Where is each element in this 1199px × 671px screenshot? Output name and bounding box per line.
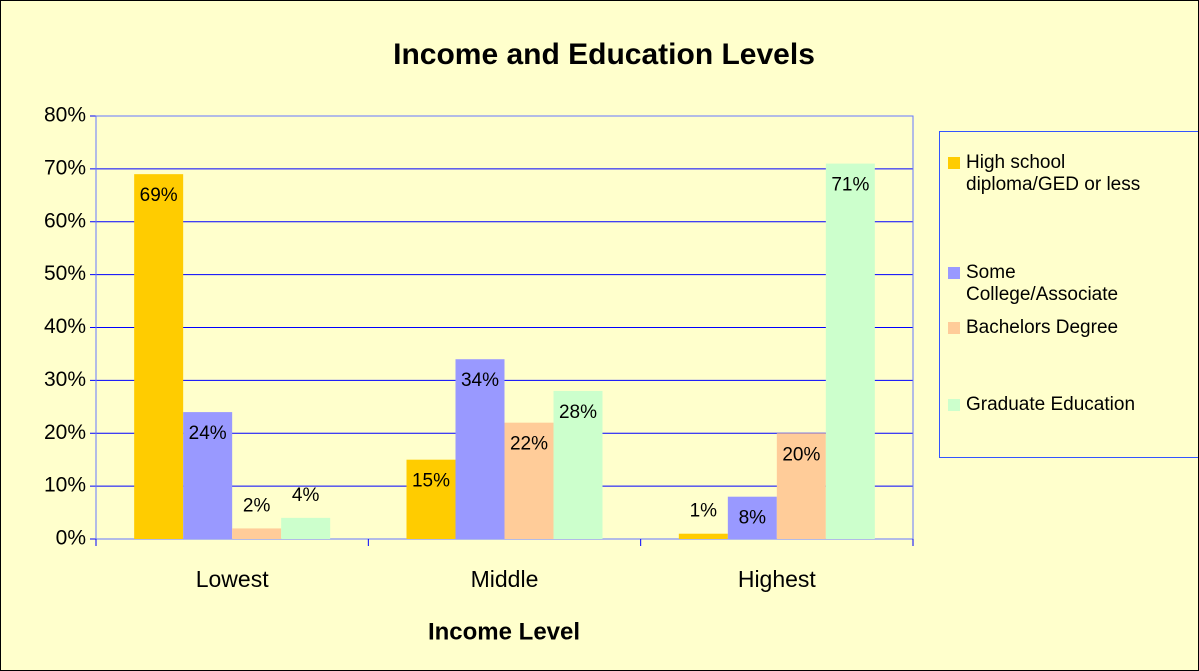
y-tick-label: 10%: [44, 474, 86, 497]
bar: [825, 163, 875, 539]
x-tick-label: Highest: [738, 566, 817, 592]
legend-item: Some College/Associate: [948, 262, 1146, 306]
legend-label: High school diploma/GED or less: [966, 152, 1141, 195]
data-label: 22%: [510, 434, 548, 455]
x-tick-label: Middle: [471, 566, 539, 592]
y-tick-label: 50%: [44, 262, 86, 285]
legend: High school diploma/GED or less Some Coll…: [939, 131, 1198, 458]
bar: [406, 459, 456, 539]
data-label: 34%: [461, 370, 499, 391]
data-label: 20%: [782, 444, 820, 465]
legend-label: Graduate Education: [966, 394, 1136, 415]
legend-swatch: [948, 322, 960, 334]
legend-swatch: [948, 267, 960, 279]
data-label: 24%: [189, 423, 227, 444]
data-label: 28%: [559, 402, 597, 423]
bar: [134, 174, 184, 539]
y-tick-label: 60%: [44, 209, 86, 232]
bar: [553, 390, 603, 539]
data-label: 8%: [739, 508, 767, 529]
legend-swatch: [948, 157, 960, 169]
y-tick-label: 40%: [44, 315, 86, 338]
y-tick-label: 80%: [44, 104, 86, 127]
legend-swatch: [948, 399, 960, 411]
y-tick-label: 20%: [44, 421, 86, 444]
legend-item: Bachelors Degree: [948, 317, 1181, 339]
data-label: 69%: [140, 185, 178, 206]
bar: [776, 433, 826, 539]
y-tick-label: 30%: [44, 368, 86, 391]
y-tick-label: 0%: [56, 527, 86, 550]
bar: [727, 496, 777, 539]
data-label: 2%: [243, 495, 271, 516]
y-tick-label: 70%: [44, 156, 86, 179]
x-tick-label: Lowest: [196, 566, 269, 592]
bar: [232, 528, 282, 539]
bar: [183, 412, 233, 539]
chart-title: Income and Education Levels: [393, 38, 815, 71]
data-label: 1%: [690, 501, 718, 522]
legend-item: High school diploma/GED or less: [948, 152, 1166, 196]
bar: [504, 422, 554, 539]
bar: [455, 359, 505, 539]
legend-item: Graduate Education: [948, 394, 1181, 416]
bar: [678, 533, 728, 539]
x-axis-title: Income Level: [428, 618, 580, 645]
data-label: 15%: [412, 471, 450, 492]
data-label: 71%: [831, 175, 869, 196]
bar: [281, 517, 331, 539]
legend-label: Bachelors Degree: [966, 317, 1119, 338]
legend-label: Some College/Associate: [966, 262, 1119, 305]
data-label: 4%: [292, 485, 320, 506]
